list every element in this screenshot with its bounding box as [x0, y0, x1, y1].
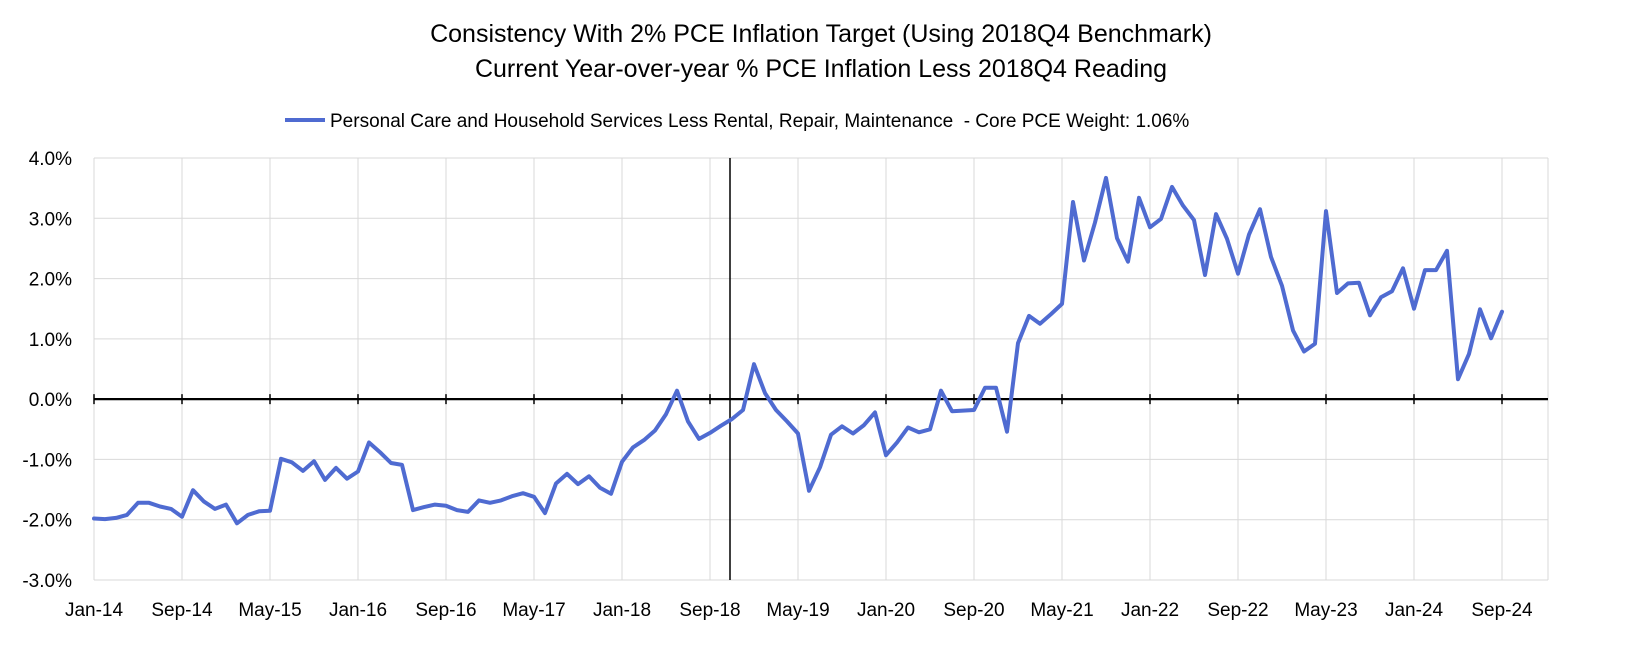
x-tick-label: Sep-18: [679, 600, 740, 621]
chart-subtitle: Current Year-over-year % PCE Inflation L…: [475, 55, 1167, 83]
x-tick-label: May-19: [766, 600, 829, 621]
x-tick-label: Jan-18: [593, 600, 651, 621]
x-tick-label: Jan-16: [329, 600, 387, 621]
series-line: [92, 175, 1504, 526]
y-tick-label: -1.0%: [22, 450, 72, 471]
chart-title: Consistency With 2% PCE Inflation Target…: [430, 20, 1212, 48]
series-layer: [92, 175, 1504, 526]
legend: Personal Care and Household Services Les…: [285, 111, 1189, 132]
x-tick-label: Sep-20: [943, 600, 1004, 621]
y-tick-label: 3.0%: [29, 209, 72, 230]
y-tick-label: 4.0%: [29, 149, 72, 170]
x-axis-tick-labels: Jan-14 Sep-14 May-15 Jan-16 Sep-16 May-17 Jan-…: [65, 600, 1533, 621]
y-tick-label: -2.0%: [22, 511, 72, 532]
y-tick-label: -3.0%: [22, 571, 72, 592]
x-tick-label: Sep-24: [1471, 600, 1533, 621]
y-tick-label: 0.0%: [29, 390, 72, 411]
x-tick-label: Sep-14: [151, 600, 213, 621]
x-tick-label: Sep-22: [1207, 600, 1268, 621]
axes: [93, 394, 1548, 405]
gridlines: [93, 157, 1549, 581]
x-tick-label: Jan-22: [1121, 600, 1179, 621]
x-tick-label: Jan-24: [1385, 600, 1444, 621]
legend-label: Personal Care and Household Services Les…: [330, 111, 1189, 132]
x-tick-label: Jan-14: [65, 600, 124, 621]
y-tick-label: 2.0%: [29, 270, 72, 291]
y-tick-label: 1.0%: [29, 330, 72, 351]
x-tick-label: May-21: [1030, 600, 1093, 621]
y-axis-tick-labels: 4.0% 3.0% 2.0% 1.0% 0.0% -1.0% -2.0% -3.0%: [22, 149, 72, 592]
x-tick-label: May-17: [502, 600, 565, 621]
x-tick-label: May-15: [238, 600, 301, 621]
x-tick-label: Sep-16: [415, 600, 476, 621]
x-tick-label: May-23: [1294, 600, 1357, 621]
x-tick-label: Jan-20: [857, 600, 915, 621]
